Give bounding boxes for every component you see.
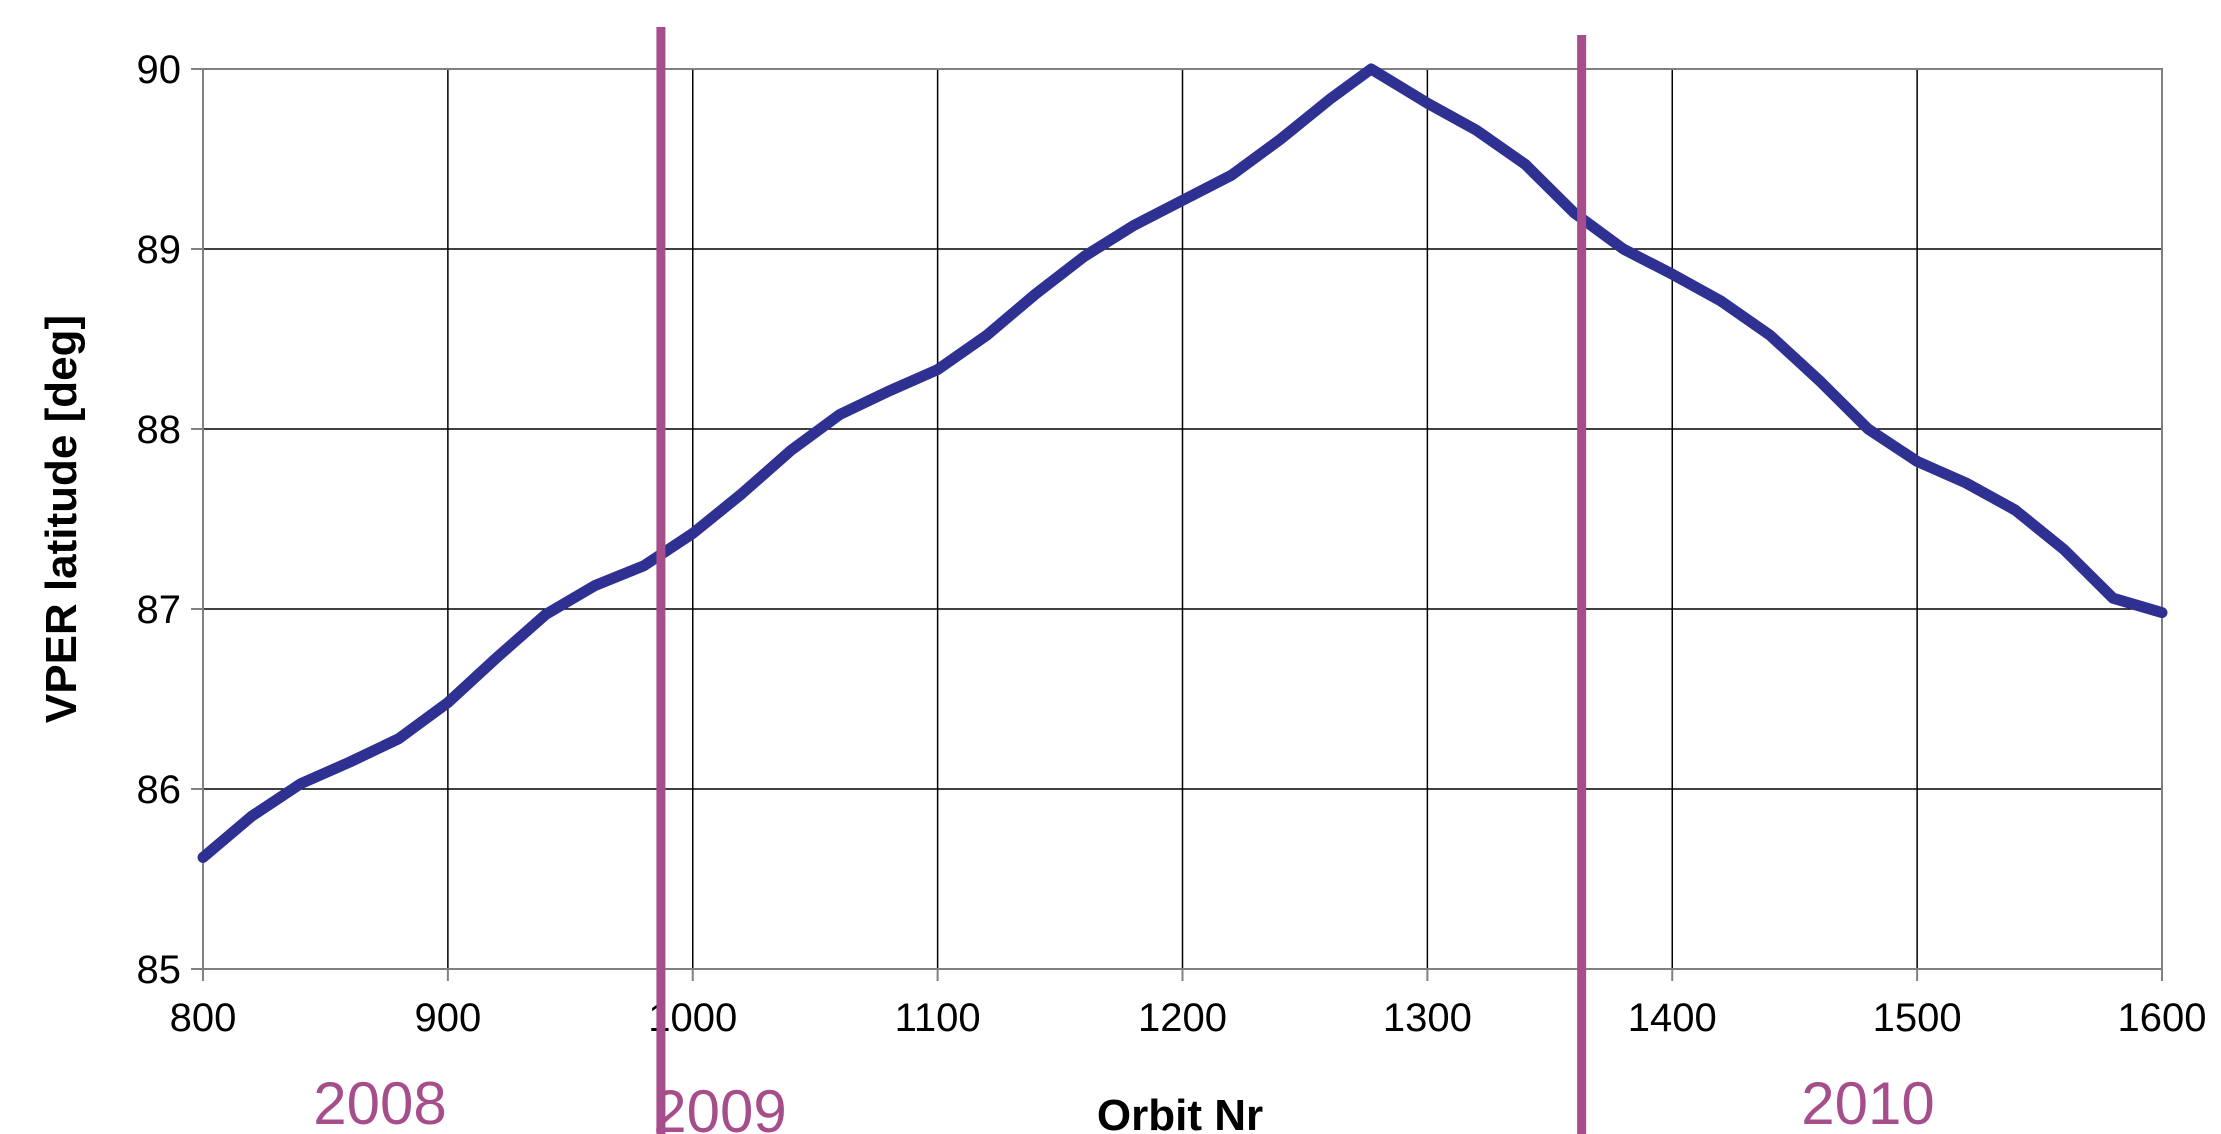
year-markers xyxy=(656,27,1587,1134)
y-tick-label: 86 xyxy=(137,768,182,812)
y-tick-label: 85 xyxy=(137,948,182,992)
y-tick-label: 90 xyxy=(137,48,182,92)
series-line-vper-latitude xyxy=(197,63,2168,863)
y-tick-label: 89 xyxy=(137,228,182,272)
x-tick-label: 1100 xyxy=(895,996,981,1040)
year-label: 2008 xyxy=(313,1070,446,1134)
y-axis-title: VPER latitude [deg] xyxy=(37,315,86,723)
x-tick-label: 1400 xyxy=(1628,996,1717,1040)
x-tick-label: 1500 xyxy=(1873,996,1962,1040)
y-axis-ticks: 85 86 87 88 89 90 xyxy=(137,48,203,992)
year-label: 2009 xyxy=(653,1078,786,1134)
x-tick-label: 1200 xyxy=(1138,996,1227,1040)
x-tick-label: 800 xyxy=(170,996,237,1040)
year-label: 2010 xyxy=(1801,1070,1934,1134)
x-tick-label: 1600 xyxy=(2118,996,2207,1040)
year-labels: 2008 2009 2010 xyxy=(313,1070,1934,1134)
x-axis-ticks: 800 900 1000 1100 1200 1300 1400 1500 1600 xyxy=(170,969,2207,1040)
x-tick-label: 1300 xyxy=(1383,996,1472,1040)
x-axis-title: Orbit Nr xyxy=(1097,1091,1263,1134)
y-tick-label: 88 xyxy=(137,408,182,452)
x-tick-label: 900 xyxy=(415,996,482,1040)
y-tick-label: 87 xyxy=(137,588,182,632)
